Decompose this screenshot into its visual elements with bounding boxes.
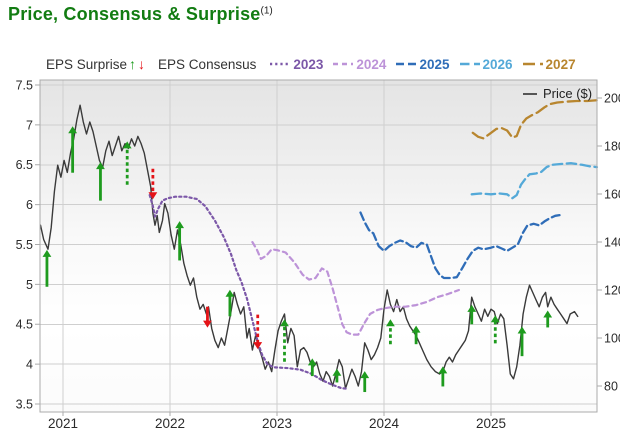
surprise-up-arrow (96, 162, 105, 201)
eps-surprise-label: EPS Surprise (46, 56, 128, 72)
surprise-up-arrow (122, 141, 132, 185)
surprise-up-arrow (543, 310, 553, 328)
surprise-down-arrow (203, 306, 212, 328)
surprise-up-arrow (68, 126, 78, 173)
legend-year-label: 2024 (356, 56, 387, 72)
left-axis-tick-label: 5.5 (16, 238, 33, 252)
legend-year-label: 2027 (545, 56, 576, 72)
surprise-up-arrow (386, 319, 395, 345)
surprise-down-arrow (253, 314, 263, 350)
chart-title-footnote: (1) (260, 5, 273, 17)
surprise-up-arrow (467, 304, 477, 325)
legend-item-2027: 2027 (522, 57, 576, 72)
surprise-down-arrow-icon: ↓ (138, 56, 146, 72)
surprise-up-arrow (411, 325, 421, 345)
legend-line-sample-2025 (396, 62, 417, 66)
right-axis-tick-label: 180 (604, 139, 620, 153)
legend-item-2023: 2023 (269, 57, 323, 72)
series-line-price---- (39, 104, 579, 390)
x-axis-tick-label: 2022 (155, 416, 185, 431)
surprise-up-arrow (360, 371, 370, 393)
right-axis-tick-label: 160 (604, 187, 620, 201)
legend-line-sample-2026 (459, 62, 480, 66)
gridlines (40, 80, 597, 412)
series-line-2023 (148, 194, 349, 390)
surprise-markers (42, 126, 553, 393)
legend-line-sample-2023 (270, 62, 291, 66)
right-axis-tick-label: 200 (604, 91, 620, 105)
legend-year-label: 2026 (482, 56, 513, 72)
surprise-up-arrow (490, 315, 500, 344)
x-axis-tick-label: 2025 (476, 416, 506, 431)
chart-series (39, 99, 599, 390)
surprise-up-arrow (280, 319, 289, 362)
plot-background (40, 80, 597, 412)
chart-legend: EPS Surprise ↑ ↓ EPS Consensus 2023 2024 2… (46, 55, 576, 73)
legend-line-sample-2027 (522, 62, 543, 66)
eps-consensus-label: EPS Consensus (158, 56, 257, 72)
price-legend-label: Price ($) (543, 86, 593, 101)
left-axis-tick-label: 4.5 (16, 318, 33, 332)
surprise-up-arrow (307, 358, 317, 377)
legend-year-label: 2023 (293, 56, 324, 72)
legend-item-2024: 2024 (332, 57, 386, 72)
legend-year-label: 2025 (419, 56, 450, 72)
price-series-legend: Price ($) (523, 86, 592, 101)
left-axis-tick-label: 6 (26, 198, 33, 212)
eps-surprise-legend: EPS Surprise ↑ ↓ (46, 57, 145, 72)
price-line-dash-icon (523, 92, 537, 95)
right-axis-tick-label: 120 (604, 283, 620, 297)
surprise-up-arrow (225, 289, 235, 317)
right-axis-tick-label: 80 (604, 379, 618, 393)
left-axis-tick-label: 6.5 (16, 158, 33, 172)
left-axis-tick-label: 3.5 (16, 397, 33, 411)
x-axis-tick-label: 2024 (369, 416, 400, 431)
series-line-2025 (359, 211, 562, 280)
x-axis-tick-label: 2021 (48, 416, 78, 431)
series-line-2027 (471, 99, 599, 140)
left-axis-tick-label: 4 (26, 358, 33, 372)
left-axis-tick-label: 5 (26, 278, 33, 292)
surprise-up-arrow (175, 221, 185, 261)
right-axis-tick-label: 100 (604, 331, 620, 345)
legend-line-sample-2024 (333, 62, 354, 66)
series-line-2026 (470, 162, 599, 200)
surprise-up-arrow-icon: ↑ (129, 56, 137, 72)
left-axis-tick-label: 7 (26, 118, 33, 132)
x-axis-tick-label: 2023 (262, 416, 292, 431)
surprise-up-arrow (42, 249, 52, 287)
left-axis-tick-label: 7.5 (16, 78, 33, 92)
surprise-up-arrow (438, 366, 448, 387)
legend-item-2026: 2026 (459, 57, 513, 72)
axis-labels: 7.5 7 6.5 6 5.5 5 4.5 4 3.5 200 180 160 140 120 100 80 2… (16, 78, 620, 431)
series-line-2024 (251, 241, 460, 336)
legend-year-items: 2023 2024 2025 2026 2027 (269, 56, 576, 72)
plot-border (39, 79, 598, 413)
surprise-down-arrow (148, 168, 158, 200)
surprise-up-arrow (332, 368, 342, 383)
legend-item-2025: 2025 (395, 56, 450, 72)
surprise-up-arrow (517, 326, 527, 357)
chart-title: Price, Consensus & Surprise (8, 4, 261, 24)
page-title: Price, Consensus & Surprise(1) (8, 4, 273, 25)
right-axis-tick-label: 140 (604, 235, 620, 249)
